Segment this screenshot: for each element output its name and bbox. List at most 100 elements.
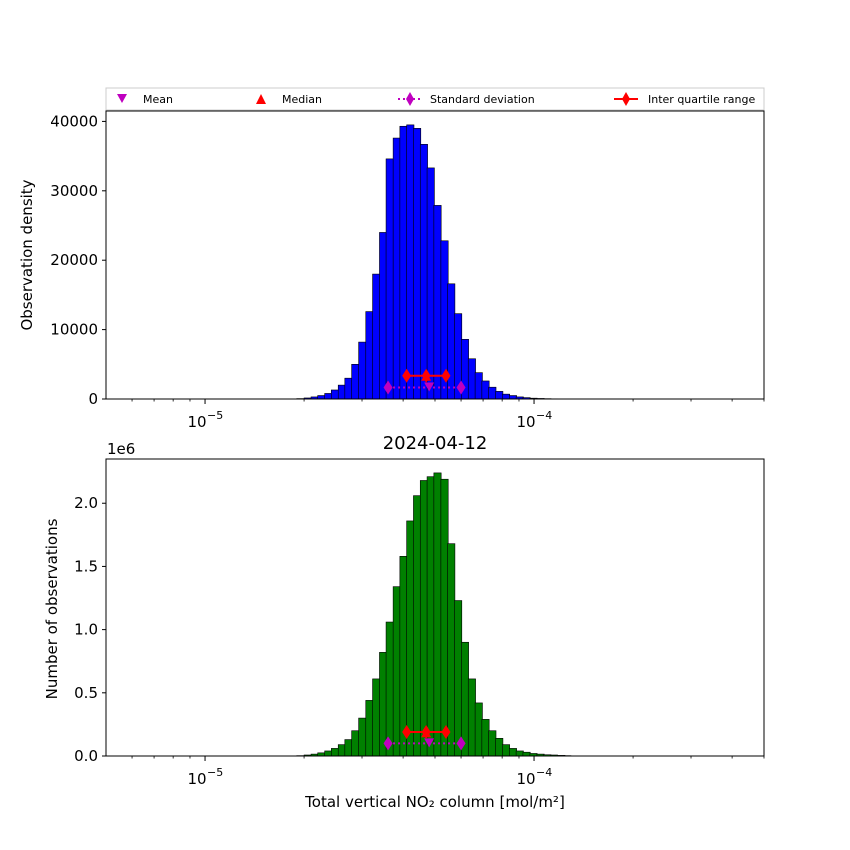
top-histogram-bar — [474, 372, 483, 400]
bottom-histogram-bar — [502, 744, 510, 757]
bottom-std-marker — [383, 736, 393, 751]
bottom-iqr-marker — [402, 724, 412, 739]
top-histogram-bar — [488, 386, 497, 400]
bottom-xtick-exponent: −5 — [207, 766, 223, 779]
bottom-histogram-bar — [467, 678, 476, 757]
top-histogram-bar — [337, 384, 346, 400]
bottom-histogram-bar — [392, 586, 401, 757]
bottom-histogram-bar — [337, 744, 346, 757]
legend-item-iqr: Inter quartile range — [614, 92, 755, 106]
bottom-histogram-bar — [522, 751, 531, 757]
top-histogram-bar — [385, 158, 394, 400]
top-histogram-bar — [426, 167, 435, 400]
top-histogram-bar — [365, 311, 374, 400]
top-histogram-bar — [508, 395, 517, 400]
top-histogram-bar — [467, 358, 476, 400]
bottom-histogram-bar — [508, 748, 517, 757]
top-histogram-bar — [379, 232, 388, 400]
bottom-histogram-bar — [331, 748, 339, 757]
bottom-histogram-bar — [447, 543, 456, 757]
legend-mean-marker — [117, 94, 127, 103]
bottom-histogram-bar — [419, 480, 428, 757]
top-histogram-bar — [502, 393, 510, 400]
bottom-histogram-bar — [488, 730, 497, 757]
top-ytick-label: 40000 — [50, 112, 98, 130]
legend-item-median: Median — [256, 93, 322, 106]
top-histogram-bar — [331, 389, 339, 400]
legend-median-marker — [256, 94, 266, 104]
legend-label: Inter quartile range — [648, 93, 755, 106]
bottom-ytick-label: 1.0 — [74, 621, 98, 639]
top-xtick-label: 10 — [187, 413, 206, 431]
bottom-ytick-label: 0.5 — [74, 684, 98, 702]
legend-item-mean: Mean — [117, 93, 173, 106]
bottom-ytick-label: 2.0 — [74, 494, 98, 512]
top-ytick-label: 20000 — [50, 251, 98, 269]
bottom-histogram-bar — [454, 600, 463, 757]
legend: Mean Median Standard deviation Inter qua… — [105, 87, 765, 111]
top-histogram-bar — [413, 128, 422, 400]
bottom-histogram-bar — [385, 621, 394, 757]
top-ytick-label: 0 — [88, 390, 98, 408]
bottom-ylabel: Number of observations — [43, 518, 61, 699]
legend-frame — [105, 87, 765, 111]
top-histogram-bar — [358, 341, 367, 400]
top-panel: Observation density 0 10000 20000 30000 4000… — [18, 110, 765, 431]
top-histogram-bar — [447, 283, 456, 400]
bottom-histogram-bar — [474, 702, 483, 757]
top-histogram-bar — [399, 125, 408, 400]
top-bars — [296, 124, 572, 400]
bottom-title: 2024-04-12 — [383, 433, 488, 454]
bottom-histogram-bar — [365, 700, 374, 757]
bottom-panel: 2024-04-12 1e6 Number of observations 0.… — [43, 433, 765, 811]
bottom-histogram-bar — [372, 678, 381, 757]
bottom-histogram-bar — [495, 738, 504, 757]
bottom-ytick-label: 0.0 — [74, 747, 98, 765]
top-histogram-bar — [392, 137, 401, 400]
top-histogram-bar — [419, 144, 428, 400]
bottom-std-marker — [456, 736, 466, 751]
bottom-histogram-bar — [481, 719, 490, 757]
top-histogram-bar — [344, 377, 353, 400]
top-markers — [383, 368, 466, 395]
bottom-histogram-bar — [358, 717, 367, 757]
top-histogram-bar — [324, 393, 333, 400]
bottom-histogram-bar — [406, 520, 415, 757]
bottom-histogram-bar — [433, 472, 442, 757]
bottom-histogram-bar — [351, 730, 360, 757]
bottom-bars — [296, 472, 572, 757]
top-histogram-bar — [372, 273, 381, 400]
bottom-xtick-label: 10 — [187, 770, 206, 788]
top-xtick-exponent: −4 — [536, 409, 552, 422]
bottom-histogram-bar — [440, 478, 449, 757]
bottom-histogram-bar — [426, 476, 435, 757]
legend-label: Mean — [143, 93, 173, 106]
bottom-histogram-bar — [324, 750, 333, 757]
top-histogram-bar — [406, 124, 415, 400]
top-xtick-label: 10 — [516, 413, 535, 431]
bottom-histogram-bar — [515, 750, 524, 757]
legend-item-std: Standard deviation — [398, 92, 535, 106]
bottom-xtick-label: 10 — [516, 770, 535, 788]
top-median-marker — [421, 371, 432, 381]
top-std-marker — [383, 380, 393, 395]
bottom-histogram-bar — [413, 495, 422, 757]
top-ytick-label: 10000 — [50, 321, 98, 339]
top-ytick-label: 30000 — [50, 182, 98, 200]
legend-label: Median — [282, 93, 322, 106]
legend-std-marker — [406, 92, 414, 106]
top-std-marker — [456, 380, 466, 395]
bottom-xtick-exponent: −4 — [536, 766, 552, 779]
top-histogram-bar — [351, 364, 360, 400]
top-iqr-marker — [402, 368, 412, 383]
top-ylabel: Observation density — [18, 179, 36, 330]
top-mean-marker — [424, 382, 435, 392]
bottom-offset-label: 1e6 — [107, 440, 135, 458]
bottom-median-marker — [421, 728, 432, 738]
top-xtick-exponent: −5 — [207, 409, 223, 422]
bottom-markers — [383, 724, 466, 751]
bottom-iqr-marker — [441, 724, 451, 739]
bottom-ytick-label: 1.5 — [74, 557, 98, 575]
top-iqr-marker — [441, 368, 451, 383]
